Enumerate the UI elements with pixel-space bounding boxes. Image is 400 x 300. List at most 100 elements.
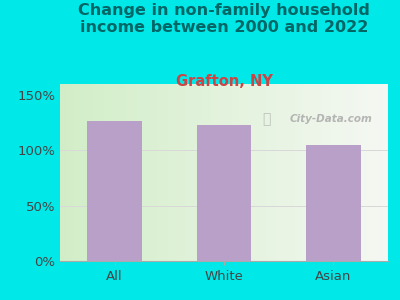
Bar xyxy=(273,84,275,261)
Bar xyxy=(103,84,104,261)
Bar xyxy=(68,84,70,261)
Bar xyxy=(73,84,75,261)
Bar xyxy=(247,84,248,261)
Bar xyxy=(198,84,199,261)
Bar xyxy=(163,84,165,261)
Bar xyxy=(324,84,326,261)
Bar xyxy=(298,84,300,261)
Bar xyxy=(137,84,139,261)
Bar xyxy=(262,84,263,261)
Bar xyxy=(134,84,136,261)
Bar xyxy=(334,84,336,261)
Bar xyxy=(204,84,206,261)
Bar xyxy=(350,84,352,261)
Bar xyxy=(236,84,237,261)
Bar xyxy=(229,84,230,261)
Bar xyxy=(191,84,193,261)
Bar xyxy=(193,84,194,261)
Bar xyxy=(212,84,214,261)
Bar xyxy=(194,84,196,261)
Bar xyxy=(219,84,221,261)
Bar xyxy=(226,84,227,261)
Bar xyxy=(240,84,242,261)
Bar xyxy=(144,84,145,261)
Bar xyxy=(339,84,340,261)
Bar xyxy=(158,84,160,261)
Bar xyxy=(96,84,98,261)
Bar xyxy=(155,84,157,261)
Bar xyxy=(145,84,147,261)
Bar xyxy=(311,84,312,261)
Bar xyxy=(80,84,81,261)
Bar xyxy=(301,84,303,261)
Bar xyxy=(306,145,361,261)
Bar xyxy=(148,84,150,261)
Bar xyxy=(66,84,68,261)
Bar xyxy=(242,84,244,261)
Bar xyxy=(72,84,73,261)
Bar xyxy=(342,84,344,261)
Text: Change in non-family household
income between 2000 and 2022: Change in non-family household income be… xyxy=(78,3,370,35)
Bar xyxy=(363,84,365,261)
Bar xyxy=(263,84,265,261)
Bar xyxy=(367,84,368,261)
Bar xyxy=(142,84,144,261)
Bar xyxy=(239,84,240,261)
Bar xyxy=(121,84,122,261)
Bar xyxy=(175,84,176,261)
Bar xyxy=(275,84,276,261)
Bar xyxy=(63,84,65,261)
Bar xyxy=(162,84,163,261)
Bar xyxy=(344,84,345,261)
Bar xyxy=(372,84,373,261)
Bar xyxy=(336,84,337,261)
Bar xyxy=(140,84,142,261)
Bar xyxy=(318,84,319,261)
Bar xyxy=(349,84,350,261)
Text: ⦾: ⦾ xyxy=(262,112,271,126)
Bar xyxy=(147,84,148,261)
Bar xyxy=(354,84,355,261)
Bar xyxy=(340,84,342,261)
Bar xyxy=(327,84,329,261)
Bar xyxy=(221,84,222,261)
Bar xyxy=(60,84,62,261)
Bar xyxy=(300,84,301,261)
Bar xyxy=(165,84,166,261)
Bar xyxy=(65,84,66,261)
Bar xyxy=(282,84,283,261)
Bar xyxy=(160,84,162,261)
Bar xyxy=(208,84,209,261)
Bar xyxy=(114,84,116,261)
Bar xyxy=(257,84,258,261)
Bar xyxy=(62,84,63,261)
Bar xyxy=(304,84,306,261)
Bar xyxy=(70,84,72,261)
Bar xyxy=(76,84,78,261)
Bar xyxy=(108,84,109,261)
Bar xyxy=(216,84,218,261)
Bar xyxy=(178,84,180,261)
Text: City-Data.com: City-Data.com xyxy=(290,114,372,124)
Bar xyxy=(355,84,357,261)
Bar xyxy=(127,84,129,261)
Bar xyxy=(227,84,229,261)
Bar xyxy=(86,84,88,261)
Bar xyxy=(319,84,321,261)
Bar xyxy=(270,84,272,261)
Bar xyxy=(283,84,285,261)
Bar xyxy=(286,84,288,261)
Bar xyxy=(322,84,324,261)
Bar xyxy=(101,84,103,261)
Bar xyxy=(183,84,185,261)
Bar xyxy=(378,84,380,261)
Bar xyxy=(382,84,383,261)
Bar xyxy=(75,84,76,261)
Bar xyxy=(197,125,251,261)
Bar xyxy=(83,84,85,261)
Bar xyxy=(291,84,293,261)
Bar xyxy=(126,84,127,261)
Bar xyxy=(337,84,339,261)
Bar xyxy=(386,84,388,261)
Bar xyxy=(376,84,378,261)
